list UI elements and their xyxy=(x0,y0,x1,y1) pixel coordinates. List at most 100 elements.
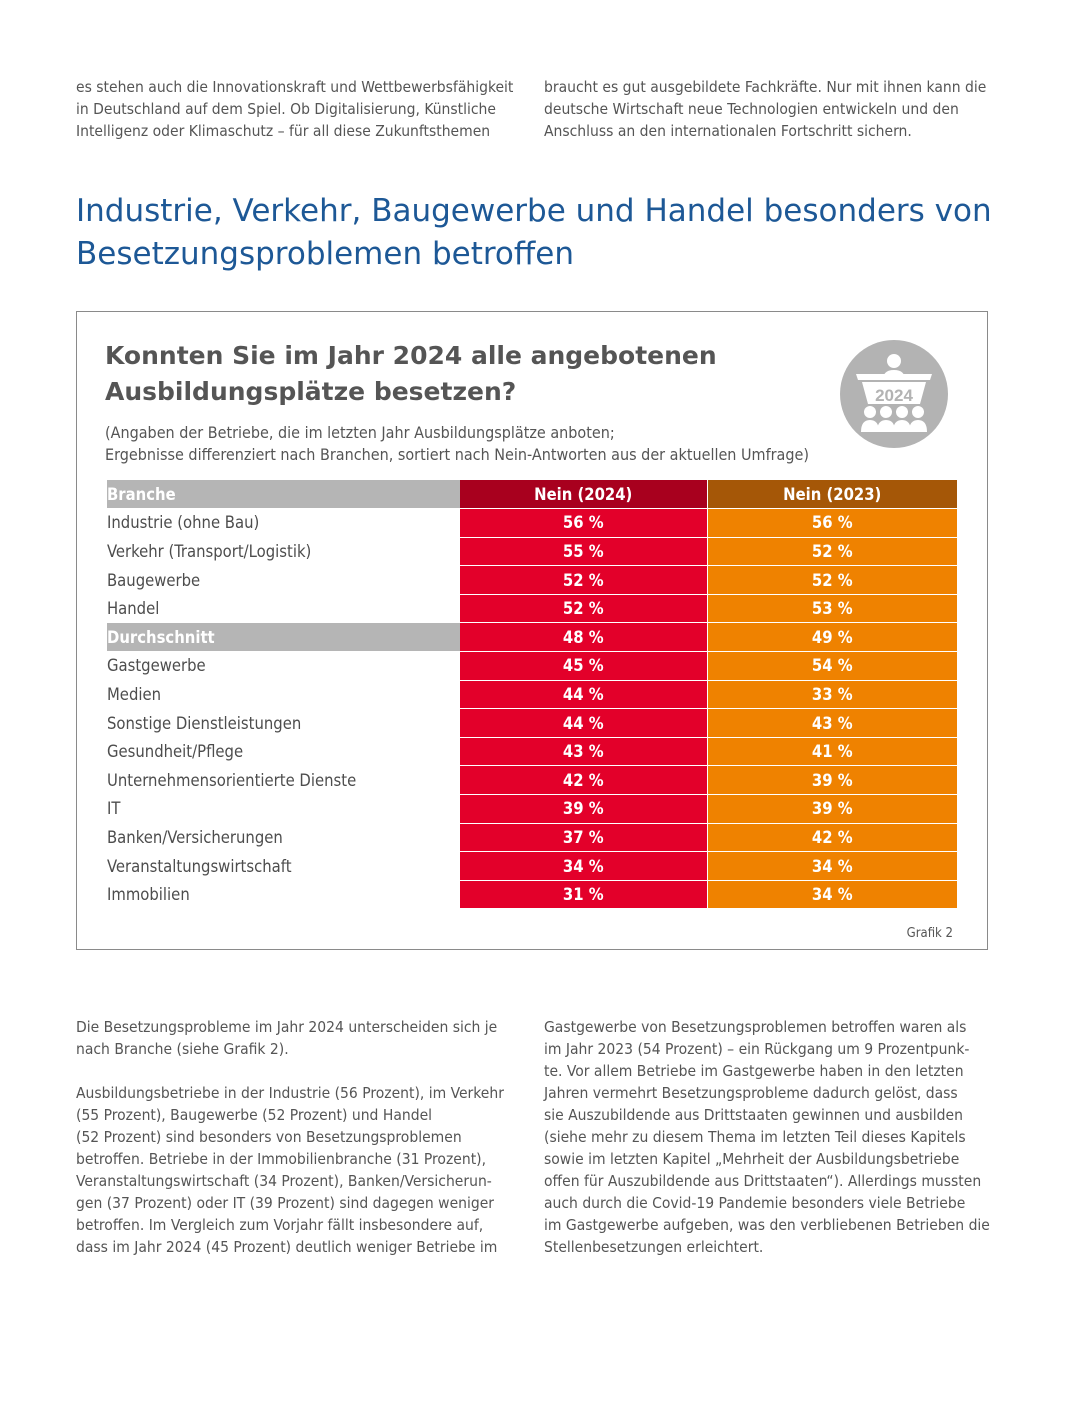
value-2024-cell: 42 % xyxy=(460,765,708,796)
text-line: es stehen auch die Innovationskraft und … xyxy=(76,78,514,96)
table-row: Gesundheit/Pflege 43 % 41 % xyxy=(107,737,957,767)
value-2024-cell: 44 % xyxy=(460,680,708,710)
section-heading-line: Industrie, Verkehr, Baugewerbe und Hande… xyxy=(76,193,992,229)
value-2024-cell: 43 % xyxy=(460,737,708,767)
figure-subtitle: (Angaben der Betriebe, die im letzten Ja… xyxy=(105,422,895,466)
branch-cell: Verkehr (Transport/Logistik) xyxy=(107,537,460,567)
value-2023-cell: 43 % xyxy=(707,708,957,738)
branch-cell: Sonstige Dienstleistungen xyxy=(107,708,460,738)
text-line: Stellenbesetzungen erleichtert. xyxy=(544,1238,764,1256)
text-line: (siehe mehr zu diesem Thema im letzten T… xyxy=(544,1128,966,1146)
text-line: Jahren vermehrt Besetzungsprobleme dadur… xyxy=(544,1084,958,1102)
text-line: betroffen. Im Vergleich zum Vorjahr fäll… xyxy=(76,1216,484,1234)
figure-subtitle-line: (Angaben der Betriebe, die im letzten Ja… xyxy=(105,423,615,442)
value-2024-cell: 55 % xyxy=(460,537,708,567)
value-2023-cell: 39 % xyxy=(707,794,957,824)
table-row: Banken/Versicherungen 37 % 42 % xyxy=(107,823,957,853)
value-2024-cell: 31 % xyxy=(460,880,708,910)
value-2024-cell: 52 % xyxy=(460,565,708,595)
branch-table: Branche Nein (2024) Nein (2023) Industri… xyxy=(107,480,957,910)
value-2024-cell: 48 % xyxy=(460,622,708,653)
people-meeting-icon: 2024 xyxy=(840,340,948,448)
value-2024-cell: 56 % xyxy=(460,508,708,538)
figure-question: Konnten Sie im Jahr 2024 alle angebotene… xyxy=(105,338,805,410)
value-2024-cell: 45 % xyxy=(460,651,708,681)
value-2023-cell: 33 % xyxy=(707,680,957,710)
value-2023-cell: 41 % xyxy=(707,737,957,767)
figure-question-line: Konnten Sie im Jahr 2024 alle angebotene… xyxy=(105,341,717,370)
text-line: Intelligenz oder Klimaschutz – für all d… xyxy=(76,122,491,140)
table-row: IT 39 % 39 % xyxy=(107,794,957,824)
value-2023-cell: 53 % xyxy=(707,594,957,624)
text-line: dass im Jahr 2024 (45 Prozent) deutlich … xyxy=(76,1238,498,1256)
value-2023-cell: 52 % xyxy=(707,537,957,567)
paragraph: Die Besetzungsprobleme im Jahr 2024 unte… xyxy=(76,1016,521,1060)
body-text-left: Die Besetzungsprobleme im Jahr 2024 unte… xyxy=(76,1016,521,1258)
text-line: Die Besetzungsprobleme im Jahr 2024 unte… xyxy=(76,1018,498,1036)
text-line: Anschluss an den internationalen Fortsch… xyxy=(544,122,912,140)
value-2023-cell: 54 % xyxy=(707,651,957,681)
body-text-right: Gastgewerbe von Besetzungsproblemen betr… xyxy=(544,1016,994,1258)
text-line: braucht es gut ausgebildete Fachkräfte. … xyxy=(544,78,987,96)
text-line: betroffen. Betriebe in der Immobilienbra… xyxy=(76,1150,487,1168)
table-header-row: Branche Nein (2024) Nein (2023) xyxy=(107,480,957,510)
value-2024-cell: 39 % xyxy=(460,794,708,824)
text-line: im Jahr 2023 (54 Prozent) – ein Rückgang… xyxy=(544,1040,970,1058)
value-2024-cell: 44 % xyxy=(460,708,708,738)
value-2023-cell: 34 % xyxy=(707,851,957,881)
value-2024-cell: 52 % xyxy=(460,594,708,624)
figure-subtitle-line: Ergebnisse differenziert nach Branchen, … xyxy=(105,445,809,464)
badge-year: 2024 xyxy=(875,386,913,405)
table-row: Sonstige Dienstleistungen 44 % 43 % xyxy=(107,708,957,738)
text-line: deutsche Wirtschaft neue Technologien en… xyxy=(544,100,959,118)
branch-cell: Durchschnitt xyxy=(107,622,460,653)
text-line: te. Vor allem Betriebe im Gastgewerbe ha… xyxy=(544,1062,964,1080)
text-line: (55 Prozent), Baugewerbe (52 Prozent) un… xyxy=(76,1106,433,1124)
text-line: sie Auszubildende aus Drittstaaten gewin… xyxy=(544,1106,963,1124)
section-heading: Industrie, Verkehr, Baugewerbe und Hande… xyxy=(76,190,996,276)
figure-box: Konnten Sie im Jahr 2024 alle angebotene… xyxy=(76,311,988,950)
text-line: Ausbildungsbetriebe in der Industrie (56… xyxy=(76,1084,504,1102)
paragraph: Ausbildungsbetriebe in der Industrie (56… xyxy=(76,1082,521,1258)
text-line: Veranstaltungswirtschaft (34 Prozent), B… xyxy=(76,1172,492,1190)
value-2023-cell: 52 % xyxy=(707,565,957,595)
branch-cell: Gastgewerbe xyxy=(107,651,460,681)
column-header-2024: Nein (2024) xyxy=(460,480,708,510)
figure-label: Grafik 2 xyxy=(906,926,953,941)
value-2024-cell: 37 % xyxy=(460,823,708,853)
text-line: Gastgewerbe von Besetzungsproblemen betr… xyxy=(544,1018,967,1036)
table-row: Baugewerbe 52 % 52 % xyxy=(107,565,957,595)
text-line: auch durch die Covid-19 Pandemie besonde… xyxy=(544,1194,966,1212)
table-row: Medien 44 % 33 % xyxy=(107,680,957,710)
branch-cell: Veranstaltungswirtschaft xyxy=(107,851,460,881)
branch-cell: Unternehmensorientierte Dienste xyxy=(107,765,460,796)
branch-cell: Banken/Versicherungen xyxy=(107,823,460,853)
column-header-branch: Branche xyxy=(107,480,460,510)
text-line: nach Branche (siehe Grafik 2). xyxy=(76,1040,289,1058)
text-line: (52 Prozent) sind besonders von Besetzun… xyxy=(76,1128,462,1146)
table-row: Immobilien 31 % 34 % xyxy=(107,880,957,910)
section-heading-line: Besetzungsproblemen betroffen xyxy=(76,236,574,272)
branch-cell: Baugewerbe xyxy=(107,565,460,595)
value-2023-cell: 56 % xyxy=(707,508,957,538)
branch-cell: IT xyxy=(107,794,460,824)
intro-text-right: braucht es gut ausgebildete Fachkräfte. … xyxy=(544,76,994,142)
table-row: Veranstaltungswirtschaft 34 % 34 % xyxy=(107,851,957,881)
branch-cell: Medien xyxy=(107,680,460,710)
text-line: in Deutschland auf dem Spiel. Ob Digital… xyxy=(76,100,496,118)
value-2024-cell: 34 % xyxy=(460,851,708,881)
intro-text-left: es stehen auch die Innovationskraft und … xyxy=(76,76,521,142)
branch-cell: Handel xyxy=(107,594,460,624)
text-line: gen (37 Prozent) oder IT (39 Prozent) si… xyxy=(76,1194,495,1212)
text-line: offen für Auszubildende aus Drittstaaten… xyxy=(544,1172,982,1190)
column-header-2023: Nein (2023) xyxy=(707,480,957,510)
table-row: Industrie (ohne Bau) 56 % 56 % xyxy=(107,508,957,538)
table-row: Gastgewerbe 45 % 54 % xyxy=(107,651,957,681)
value-2023-cell: 42 % xyxy=(707,823,957,853)
branch-cell: Industrie (ohne Bau) xyxy=(107,508,460,538)
figure-question-line: Ausbildungsplätze besetzen? xyxy=(105,377,517,406)
branch-cell: Immobilien xyxy=(107,880,460,910)
branch-cell: Gesundheit/Pflege xyxy=(107,737,460,767)
table-row-average: Durchschnitt 48 % 49 % xyxy=(107,622,957,653)
value-2023-cell: 39 % xyxy=(707,765,957,796)
